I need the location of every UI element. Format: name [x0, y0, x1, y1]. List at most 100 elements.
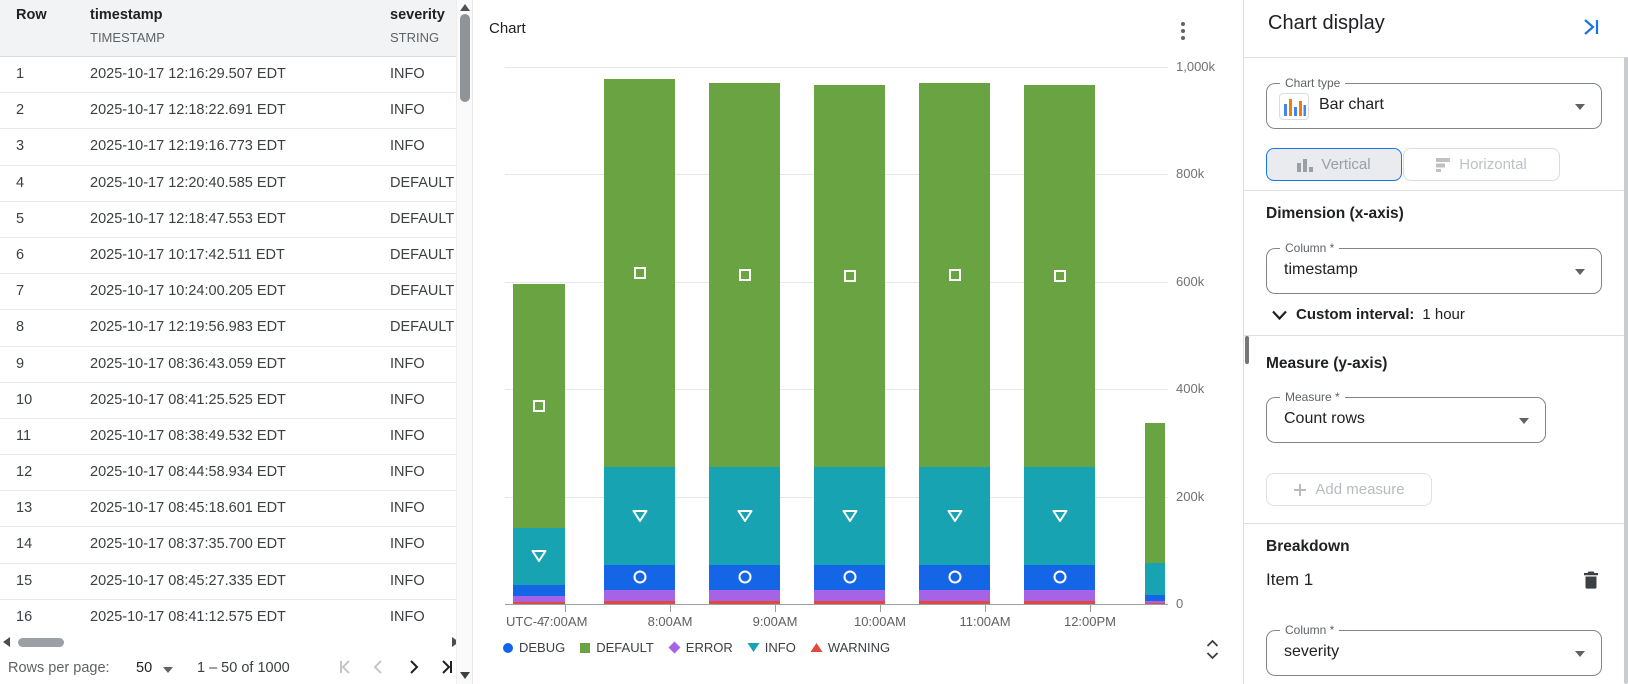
divider — [1244, 57, 1628, 58]
scroll-down-arrow-icon[interactable] — [460, 672, 470, 679]
breakdown-column-value: severity — [1284, 643, 1340, 660]
row-number-cell: 7 — [16, 283, 25, 300]
table-row: 15 2025-10-17 08:45:27.335 EDT INFO — [0, 563, 456, 600]
divider — [1244, 190, 1628, 191]
horizontal-toggle-button[interactable]: Horizontal — [1403, 148, 1560, 181]
first-page-button[interactable] — [338, 658, 358, 678]
chart-legend: DEBUG DEFAULT ERROR INFO WARNING — [502, 640, 890, 655]
panel-scrollbar-thumb[interactable] — [1624, 57, 1628, 684]
timestamp-cell: 2025-10-17 08:44:58.934 EDT — [90, 464, 286, 481]
bar-chart-icon — [1279, 93, 1309, 120]
scroll-up-arrow-icon[interactable] — [460, 4, 470, 11]
row-number-cell: 13 — [16, 500, 33, 517]
severity-cell: INFO — [390, 391, 425, 408]
breakdown-column-select[interactable]: Column * severity — [1266, 623, 1602, 676]
chart-panel — [472, 0, 1243, 684]
severity-cell: INFO — [390, 464, 425, 481]
timestamp-cell: 2025-10-17 12:18:47.553 EDT — [90, 210, 286, 227]
timestamp-cell: 2025-10-17 10:17:42.511 EDT — [90, 246, 285, 263]
vertical-toggle-button[interactable]: Vertical — [1266, 148, 1402, 181]
pagination-range-label: 1 – 50 of 1000 — [197, 660, 290, 676]
column-name: severity — [390, 7, 445, 23]
column-name: timestamp — [90, 7, 163, 23]
add-measure-button[interactable]: Add measure — [1266, 473, 1432, 506]
severity-cell: DEFAULT — [390, 319, 455, 336]
severity-cell: INFO — [390, 102, 425, 119]
legend-item-warning: WARNING — [810, 640, 890, 655]
vertical-scrollbar-thumb[interactable] — [460, 14, 470, 102]
row-number-cell: 12 — [16, 464, 33, 481]
legend-item-debug: DEBUG — [502, 640, 565, 655]
vertical-toggle-label: Vertical — [1321, 156, 1371, 173]
column-type: TIMESTAMP — [90, 30, 165, 45]
chart-overflow-menu-button[interactable] — [1176, 22, 1190, 46]
dropdown-caret-icon — [1575, 104, 1585, 110]
table-row: 4 2025-10-17 12:20:40.585 EDT DEFAULT — [0, 165, 456, 202]
chart-type-label: Chart type — [1280, 76, 1346, 90]
last-page-button[interactable] — [436, 658, 456, 678]
dropdown-caret-icon — [1519, 418, 1529, 424]
timestamp-cell: 2025-10-17 12:20:40.585 EDT — [90, 174, 286, 191]
next-page-button[interactable] — [404, 658, 424, 678]
measure-select[interactable]: Measure * Count rows — [1266, 390, 1546, 443]
chart-type-select[interactable]: Chart type Bar chart — [1266, 76, 1602, 129]
legend-triangle-up-icon — [810, 642, 823, 653]
close-panel-icon[interactable] — [1580, 16, 1602, 38]
expand-chart-button[interactable] — [1205, 638, 1221, 662]
horizontal-scrollbar-thumb[interactable] — [18, 638, 64, 647]
custom-interval-label: Custom interval: — [1296, 306, 1415, 323]
table-vertical-scrollbar[interactable] — [456, 0, 472, 684]
table-body: 1 2025-10-17 12:16:29.507 EDT INFO 2 2025-10… — [0, 57, 456, 632]
severity-cell: INFO — [390, 608, 425, 625]
panel-resize-handle[interactable] — [1245, 336, 1249, 364]
measure-heading: Measure (y-axis) — [1266, 355, 1388, 372]
legend-item-error: ERROR — [668, 640, 733, 655]
severity-cell: DEFAULT — [390, 283, 455, 300]
table-header: Row timestamp TIMESTAMP severity STRING — [0, 0, 456, 57]
table-row: 10 2025-10-17 08:41:25.525 EDT INFO — [0, 382, 456, 419]
timestamp-cell: 2025-10-17 08:38:49.532 EDT — [90, 427, 286, 444]
chart-type-value: Bar chart — [1319, 96, 1384, 113]
severity-cell: INFO — [390, 138, 425, 155]
row-number-cell: 11 — [16, 427, 32, 444]
table-row: 16 2025-10-17 08:41:12.575 EDT INFO — [0, 599, 456, 632]
timestamp-cell: 2025-10-17 08:36:43.059 EDT — [90, 355, 286, 372]
dropdown-caret-icon — [1575, 269, 1585, 275]
legend-label: INFO — [764, 640, 796, 655]
legend-item-info: INFO — [747, 640, 796, 655]
table-row: 9 2025-10-17 08:36:43.059 EDT INFO — [0, 346, 456, 383]
chart-title: Chart — [489, 20, 526, 37]
table-row: 2 2025-10-17 12:18:22.691 EDT INFO — [0, 93, 456, 130]
column-label: Column * — [1280, 623, 1340, 637]
row-number-cell: 2 — [16, 102, 25, 119]
timestamp-cell: 2025-10-17 08:45:27.335 EDT — [90, 572, 286, 589]
horizontal-bars-icon — [1436, 157, 1451, 172]
table-row: 13 2025-10-17 08:45:18.601 EDT INFO — [0, 491, 456, 528]
scroll-left-arrow-icon[interactable] — [3, 637, 10, 647]
dropdown-caret-icon — [1575, 651, 1585, 657]
timestamp-cell: 2025-10-17 12:16:29.507 EDT — [90, 66, 286, 82]
legend-label: WARNING — [827, 640, 891, 655]
legend-label: DEFAULT — [596, 640, 654, 655]
row-number-cell: 5 — [16, 210, 25, 227]
delete-breakdown-icon[interactable] — [1582, 570, 1602, 592]
dimension-column-select[interactable]: Column * timestamp — [1266, 241, 1602, 294]
dimension-column-value: timestamp — [1284, 261, 1358, 278]
rows-per-page-label: Rows per page: — [8, 660, 110, 676]
table-horizontal-scrollbar[interactable] — [0, 632, 470, 652]
column-header-severity: severity STRING — [390, 0, 460, 57]
legend-triangle-down-icon — [747, 642, 760, 653]
custom-interval-expander[interactable]: Custom interval: 1 hour — [1271, 306, 1465, 323]
severity-cell: INFO — [390, 66, 425, 82]
table-row: 8 2025-10-17 12:19:56.983 EDT DEFAULT — [0, 310, 456, 347]
rows-per-page-caret-icon[interactable] — [163, 667, 173, 673]
previous-page-button[interactable] — [370, 658, 390, 678]
add-measure-label: Add measure — [1315, 481, 1405, 498]
horizontal-toggle-label: Horizontal — [1459, 156, 1527, 173]
rows-per-page-select[interactable]: 50 — [136, 660, 153, 676]
legend-circle-icon — [502, 642, 514, 654]
breakdown-item-row: Item 1 — [1266, 570, 1606, 590]
results-table-panel: Row timestamp TIMESTAMP severity STRING … — [0, 0, 470, 684]
scroll-right-arrow-icon[interactable] — [452, 637, 459, 647]
column-header-row: Row — [16, 0, 76, 57]
